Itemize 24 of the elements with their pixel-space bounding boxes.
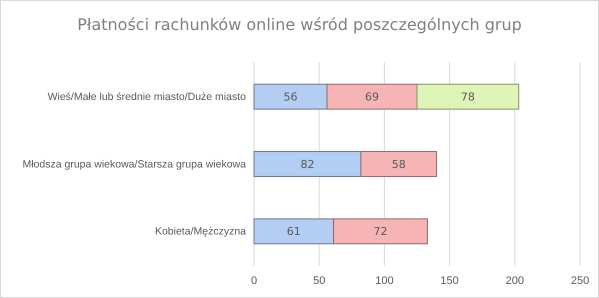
x-tick-label: 250: [570, 274, 590, 287]
chart-title: Płatności rachunków online wśród poszczególnych grup: [77, 15, 522, 34]
data-label: 58: [392, 158, 406, 171]
x-tick-label: 0: [250, 274, 258, 287]
x-tick-label: 100: [375, 274, 394, 287]
data-label: 61: [286, 225, 301, 238]
y-tick-label: Kobieta/Mężczyzna: [154, 226, 246, 238]
y-tick-label: Wieś/Małe lub średnie miasto/Duże miasto: [48, 91, 246, 104]
bar: [360, 151, 438, 177]
bar: [416, 84, 520, 110]
data-label: 69: [365, 90, 380, 104]
bar: [333, 218, 428, 244]
bar: [254, 218, 334, 244]
bar: [254, 84, 328, 110]
y-tick-label: Młodsza grupa wiekowa/Starsza grupa wiekowa: [22, 158, 246, 170]
bar: [254, 151, 362, 177]
bar: [326, 84, 418, 110]
data-label: 72: [373, 225, 388, 238]
data-label: 56: [284, 90, 298, 104]
x-tick-label: 50: [313, 274, 326, 287]
data-label: 78: [460, 90, 475, 104]
data-label: 82: [300, 158, 314, 171]
x-tick-label: 200: [506, 274, 524, 287]
x-tick-label: 150: [440, 274, 459, 287]
